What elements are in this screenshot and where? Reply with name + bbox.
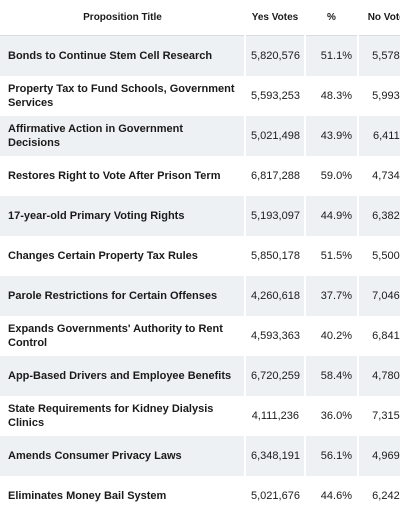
cell-value: 44.6% [304,476,358,516]
cell-value: 48.3% [304,76,358,116]
cell-value: 37.7% [304,276,358,316]
cell-value: 4,260,618 [244,276,305,316]
cell-value: 4,780,15 [357,356,400,396]
proposition-title: Amends Consumer Privacy Laws [0,436,245,476]
table-row: Bonds to Continue Stem Cell Research 5,82… [0,35,400,76]
cell-value: 56.1% [304,436,358,476]
table-row: Changes Certain Property Tax Rules 5,850,… [0,236,400,276]
cell-value: 40.2% [304,316,358,356]
cell-value: 5,500,73 [357,236,400,276]
cell-value: 5,193,097 [244,196,305,236]
cell-value: 44.9% [304,196,358,236]
column-header: No Votes [358,0,400,36]
cell-value: 59.0% [304,156,358,196]
cell-value: 58.4% [304,356,358,396]
table-row: 17-year-old Primary Voting Rights 5,193,0… [0,196,400,236]
proposition-title: Expands Governments' Authority to Rent C… [8,323,223,349]
proposition-title: App-Based Drivers and Employee Benefits [0,356,245,396]
table-row: App-Based Drivers and Employee Benefits 6… [0,356,400,396]
cell-value: 6,817,288 [244,156,305,196]
table-row: Property Tax to Fund Schools, Government… [0,76,400,116]
table-body: Bonds to Continue Stem Cell Research 5,82… [0,35,400,516]
cell-value: 4,593,363 [244,316,305,356]
cell-value: 4,969,92 [357,436,400,476]
table-row: Amends Consumer Privacy Laws 6,348,191 56.… [0,436,400,476]
table-row: Affirmative Action in Government Decisio… [0,116,400,156]
cell-value: 51.5% [304,236,358,276]
cell-value: 6,720,259 [244,356,305,396]
cell-value: 5,820,576 [244,35,305,76]
proposition-title: Parole Restrictions for Certain Offenses [0,276,245,316]
cell-value: 7,046,68 [357,276,400,316]
cell-value: 4,734,13 [357,156,400,196]
cell-value: 4,111,236 [244,396,305,436]
proposition-title: Bonds to Continue Stem Cell Research [0,35,245,76]
proposition-title: Changes Certain Property Tax Rules [8,250,198,262]
table-row: Restores Right to Vote After Prison Term… [0,156,400,196]
proposition-title: Affirmative Action in Government Decisio… [0,116,245,156]
proposition-title: Property Tax to Fund Schools, Government… [8,83,235,109]
proposition-title: State Requirements for Kidney Dialysis C… [8,403,214,429]
cell-value: 6,242,70 [357,476,400,516]
table-row: Parole Restrictions for Certain Offenses… [0,276,400,316]
cell-value: 5,850,178 [244,236,305,276]
proposition-title: Eliminates Money Bail System [8,490,167,502]
cell-value: 43.9% [304,116,358,156]
column-header: Yes Votes [245,0,305,36]
cell-value: 5,593,253 [244,76,305,116]
cell-value: 6,348,191 [244,436,305,476]
cell-value: 36.0% [304,396,358,436]
table-row: Eliminates Money Bail System 5,021,676 44.… [0,476,400,516]
proposition-title: Restores Right to Vote After Prison Term [8,170,221,182]
cell-value: 7,315,96 [357,396,400,436]
cell-value: 5,578,96 [357,35,400,76]
cell-value: 6,841,93 [357,316,400,356]
cell-value: 6,411,13 [357,116,400,156]
cell-value: 51.1% [304,35,358,76]
cell-value: 5,021,498 [244,116,305,156]
column-header: % [305,0,358,36]
column-header: Proposition Title [0,0,245,36]
table-row: State Requirements for Kidney Dialysis C… [0,396,400,436]
cell-value: 5,021,676 [244,476,305,516]
cell-value: 5,993,49 [357,76,400,116]
table-row: Expands Governments' Authority to Rent C… [0,316,400,356]
cell-value: 6,382,60 [357,196,400,236]
proposition-title: 17-year-old Primary Voting Rights [0,196,245,236]
